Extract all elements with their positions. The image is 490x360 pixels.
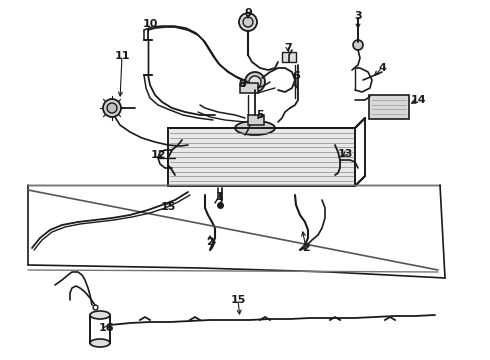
Text: 2: 2 [206, 237, 214, 247]
Text: 3: 3 [354, 11, 362, 21]
Text: 15: 15 [230, 295, 245, 305]
Circle shape [353, 40, 363, 50]
Text: 2: 2 [302, 243, 310, 253]
FancyBboxPatch shape [369, 95, 409, 119]
Text: 10: 10 [142, 19, 158, 29]
Text: 15: 15 [160, 202, 176, 212]
Text: 9: 9 [244, 8, 252, 18]
Ellipse shape [90, 311, 110, 319]
Bar [240, 83, 258, 93]
Text: 11: 11 [114, 51, 130, 61]
Text: 16: 16 [98, 323, 114, 333]
Circle shape [245, 72, 265, 92]
Bar [248, 115, 264, 125]
Circle shape [103, 99, 121, 117]
Ellipse shape [235, 121, 275, 135]
Circle shape [107, 103, 117, 113]
Text: 12: 12 [150, 150, 166, 160]
Text: 6: 6 [292, 71, 300, 81]
Bar [168, 128, 355, 186]
Circle shape [243, 17, 253, 27]
Bar [90, 315, 110, 343]
Text: 4: 4 [378, 63, 386, 73]
Circle shape [249, 76, 261, 88]
Text: 8: 8 [238, 79, 246, 89]
Text: 1: 1 [216, 192, 224, 202]
Text: 7: 7 [284, 43, 292, 53]
Ellipse shape [90, 339, 110, 347]
Text: 13: 13 [337, 149, 353, 159]
Bar [282, 52, 296, 62]
Text: 5: 5 [256, 110, 264, 120]
Text: 14: 14 [410, 95, 426, 105]
Circle shape [239, 13, 257, 31]
